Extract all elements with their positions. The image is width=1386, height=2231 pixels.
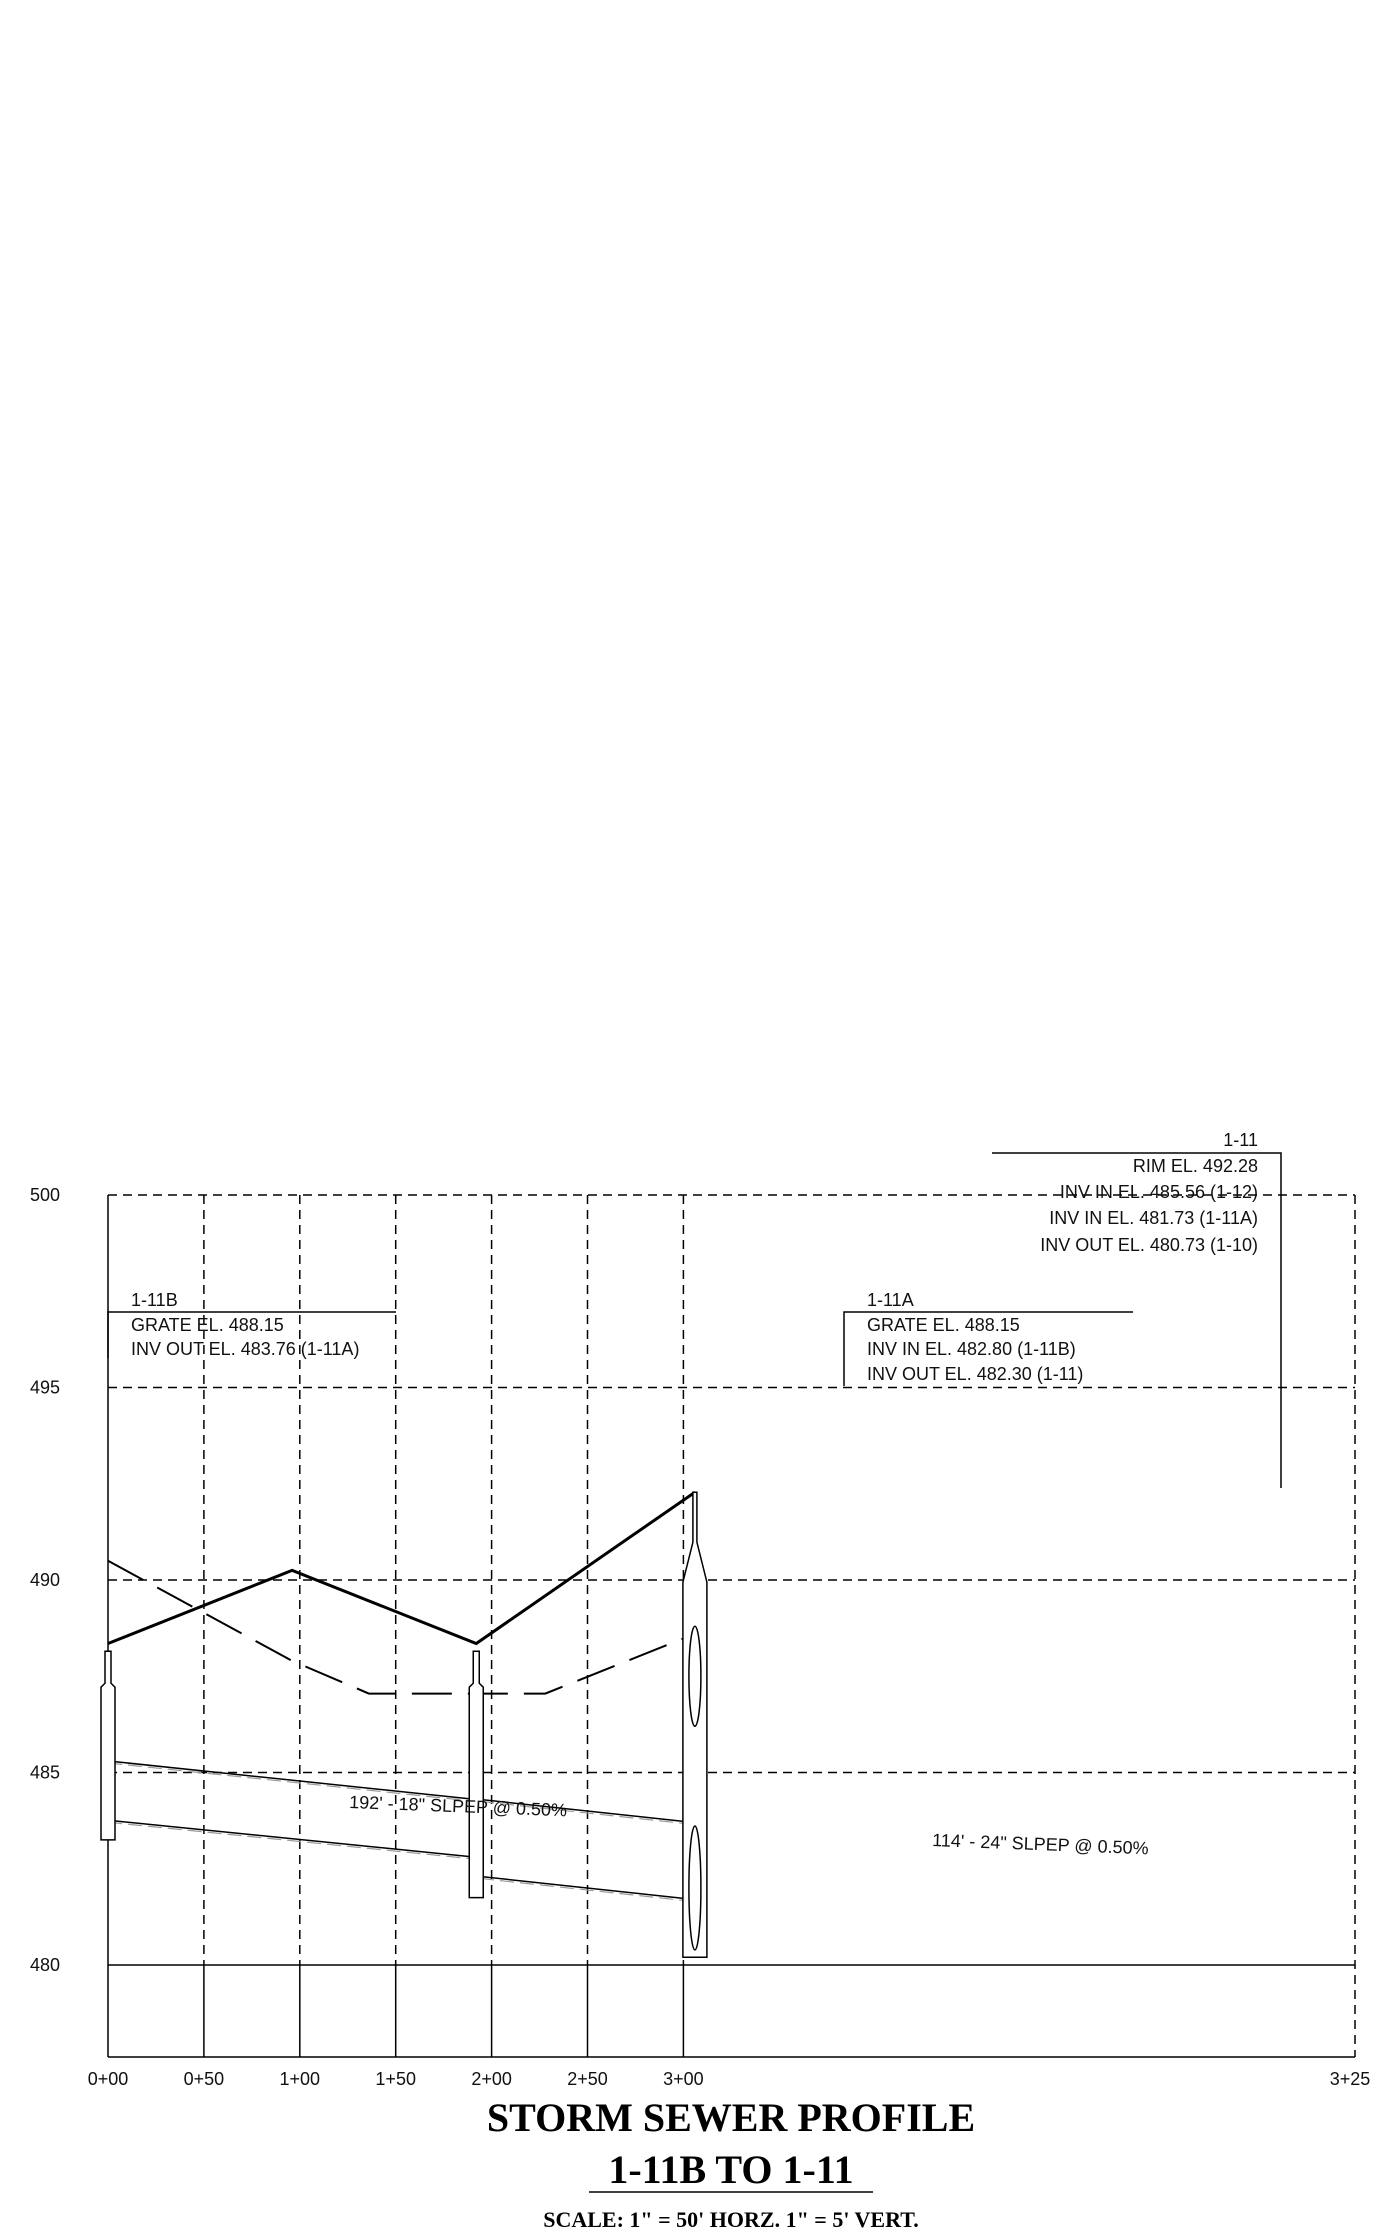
inlet-1-11a bbox=[468, 1650, 485, 1899]
pipes bbox=[107, 1760, 684, 1901]
callout-1-11a-name: 1-11A bbox=[867, 1290, 914, 1310]
x-tick-label: 2+50 bbox=[567, 2069, 608, 2089]
x-tick-label: 0+00 bbox=[88, 2069, 129, 2089]
y-tick-label: 485 bbox=[30, 1763, 60, 1783]
pipe-invert-hidden bbox=[480, 1877, 684, 1901]
y-tick-label: 480 bbox=[30, 1955, 60, 1975]
grade-lines bbox=[107, 1490, 696, 1695]
pipe-label-18in: 192' - 18" SLPEP @ 0.50% bbox=[349, 1792, 568, 1820]
callout-1-11b-name: 1-11B bbox=[131, 1290, 178, 1310]
x-tick-label: 3+00 bbox=[663, 2069, 704, 2089]
callout-1-11a-line1: GRATE EL. 488.15 bbox=[867, 1315, 1020, 1335]
callout-1-11b-line1: GRATE EL. 488.15 bbox=[131, 1315, 284, 1335]
y-tick-label: 495 bbox=[30, 1378, 60, 1398]
x-tick-label: 1+50 bbox=[375, 2069, 416, 2089]
manhole-pipe-opening-lower bbox=[688, 1825, 702, 1951]
manhole-pipe-opening-upper bbox=[688, 1625, 702, 1727]
grid-lines bbox=[107, 1194, 1356, 2058]
callout-1-11a: 1-11A GRATE EL. 488.15 INV IN EL. 482.80… bbox=[843, 1290, 1133, 1386]
pipe-crown-hidden bbox=[107, 1762, 477, 1803]
x-tick-label: 1+00 bbox=[280, 2069, 321, 2089]
drawing-title: STORM SEWER PROFILE bbox=[487, 2095, 975, 2140]
callout-1-11-line1: RIM EL. 492.28 bbox=[1133, 1156, 1258, 1176]
pipe-crown-hidden bbox=[480, 1800, 684, 1824]
pipe-label-24in: 114' - 24" SLPEP @ 0.50% bbox=[932, 1830, 1149, 1858]
proposed-grade-line bbox=[107, 1490, 696, 1646]
existing-grade-line bbox=[107, 1559, 696, 1695]
pipe-crown-line bbox=[480, 1798, 684, 1823]
x-tick-label: 3+25 bbox=[1330, 2069, 1371, 2089]
drawing-scale: SCALE: 1" = 50' HORZ. 1" = 5' VERT. bbox=[543, 2207, 919, 2231]
pipe-crown-line bbox=[107, 1760, 477, 1801]
x-tick-label: 2+00 bbox=[471, 2069, 512, 2089]
y-tick-label: 490 bbox=[30, 1570, 60, 1590]
pipe-invert-line bbox=[480, 1875, 684, 1900]
callout-1-11b-line2: INV OUT EL. 483.76 (1-11A) bbox=[131, 1339, 359, 1359]
callout-1-11-line4: INV OUT EL. 480.73 (1-10) bbox=[1040, 1235, 1258, 1255]
inlet-1-11b bbox=[100, 1650, 116, 1841]
callout-1-11-line2: INV IN EL. 485.56 (1-12) bbox=[1060, 1182, 1258, 1202]
structures bbox=[100, 1491, 708, 1959]
y-tick-label: 500 bbox=[30, 1185, 60, 1205]
callout-1-11: 1-11 RIM EL. 492.28 INV IN EL. 485.56 (1… bbox=[992, 1130, 1282, 1488]
callout-1-11-name: 1-11 bbox=[1223, 1130, 1258, 1150]
drawing-subtitle: 1-11B TO 1-11 bbox=[608, 2147, 853, 2192]
callout-1-11a-line3: INV OUT EL. 482.30 (1-11) bbox=[867, 1364, 1083, 1384]
pipe-invert-line bbox=[107, 1819, 477, 1858]
pipe-invert-hidden bbox=[107, 1821, 477, 1860]
callout-1-11a-line2: INV IN EL. 482.80 (1-11B) bbox=[867, 1339, 1076, 1359]
callout-1-11b: 1-11B GRATE EL. 488.15 INV OUT EL. 483.7… bbox=[107, 1290, 396, 1359]
axis-ticks: 0+00 0+50 1+00 1+50 2+00 2+50 3+00 3+25 500 495 49… bbox=[30, 1185, 1370, 2089]
x-tick-label: 0+50 bbox=[184, 2069, 225, 2089]
callout-1-11-line3: INV IN EL. 481.73 (1-11A) bbox=[1049, 1208, 1258, 1228]
